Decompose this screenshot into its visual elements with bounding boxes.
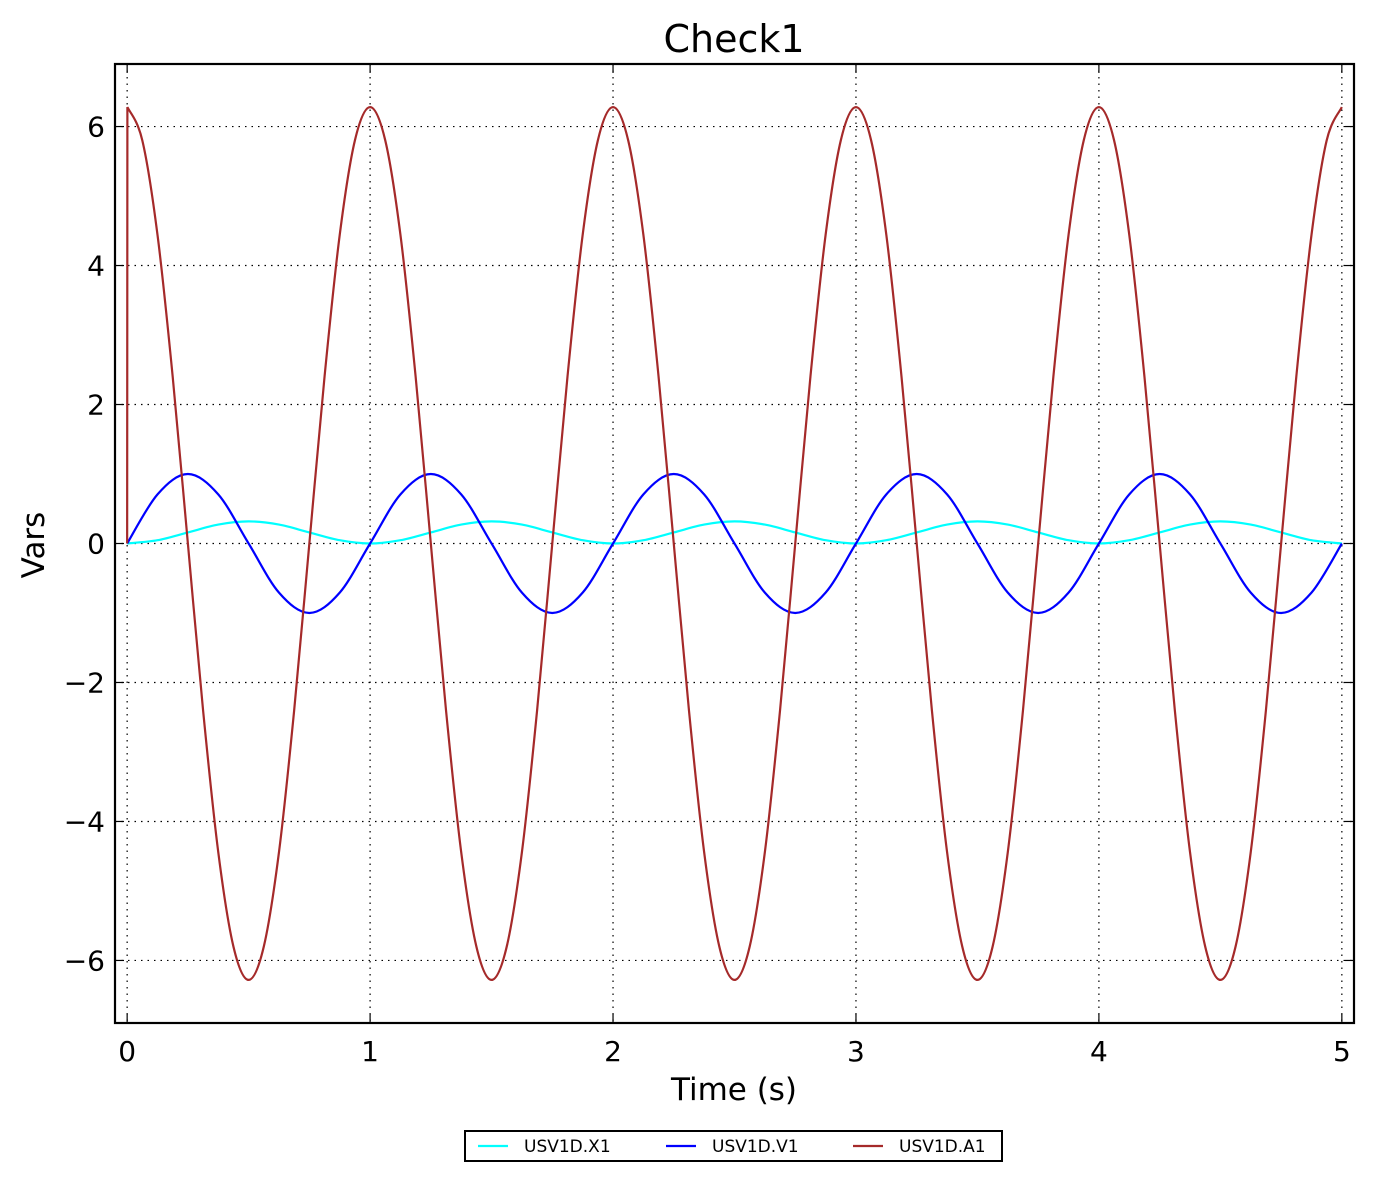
x-tick-label: 0 bbox=[118, 1035, 136, 1068]
x-tick-label: 5 bbox=[1333, 1035, 1351, 1068]
x-tick-label: 1 bbox=[361, 1035, 379, 1068]
y-tick-label: 4 bbox=[87, 250, 105, 283]
y-tick-label: 0 bbox=[87, 528, 105, 561]
x-tick-label: 4 bbox=[1090, 1035, 1108, 1068]
legend-label: USV1D.X1 bbox=[524, 1137, 611, 1157]
chart-title: Check1 bbox=[663, 17, 804, 61]
ticks: 0 1 2 3 4 5 6 4 2 0 −2 −4 −6 bbox=[64, 64, 1354, 1068]
series-line-usv1d-a1 bbox=[126, 105, 1343, 982]
series-line-usv1d-x1 bbox=[127, 520, 1342, 545]
legend-box bbox=[464, 1130, 1003, 1162]
x-axis-label: Time (s) bbox=[670, 1072, 797, 1108]
x-tick-label: 2 bbox=[604, 1035, 622, 1068]
series-line-usv1d-v1 bbox=[126, 472, 1343, 615]
legend-label: USV1D.V1 bbox=[712, 1137, 799, 1157]
legend-label: USV1D.A1 bbox=[899, 1137, 986, 1157]
y-tick-label: −6 bbox=[64, 944, 105, 977]
series-layer bbox=[126, 105, 1343, 982]
y-tick-label: −2 bbox=[64, 666, 105, 699]
y-tick-label: −4 bbox=[64, 805, 105, 838]
y-tick-label: 2 bbox=[87, 389, 105, 422]
x-tick-label: 3 bbox=[847, 1035, 865, 1068]
legend: USV1D.X1 USV1D.V1 USV1D.A1 bbox=[464, 1130, 1003, 1162]
y-tick-label: 6 bbox=[87, 111, 105, 144]
y-axis-label: Vars bbox=[16, 512, 52, 579]
